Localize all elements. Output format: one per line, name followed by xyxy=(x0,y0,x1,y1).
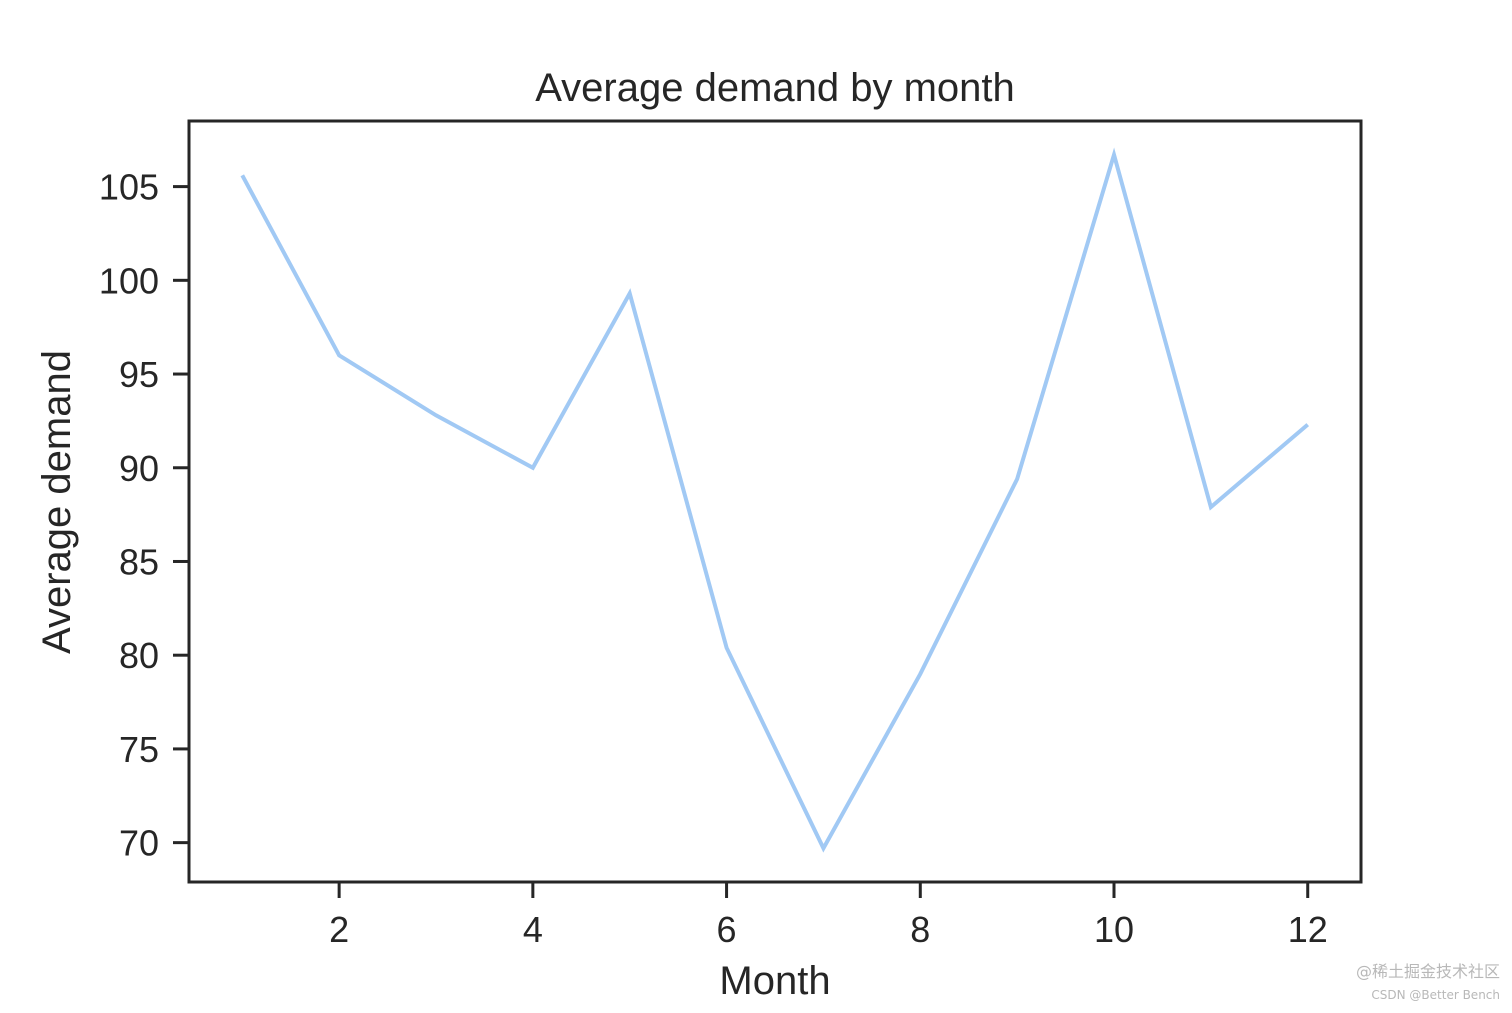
y-tick-label-85: 85 xyxy=(119,541,159,582)
data-point-month-2 xyxy=(337,353,341,357)
data-point-month-6 xyxy=(725,646,729,650)
y-tick-label-80: 80 xyxy=(119,635,159,676)
x-tick-label-8: 8 xyxy=(910,909,930,950)
data-point-month-11 xyxy=(1209,505,1213,509)
plot-frame xyxy=(187,119,1363,884)
y-tick-label-90: 90 xyxy=(119,448,159,489)
y-tick-label-105: 105 xyxy=(99,167,159,208)
watermark-author: CSDN @Better Bench xyxy=(1371,988,1500,1002)
data-point-month-9 xyxy=(1015,477,1019,481)
data-point-month-1 xyxy=(240,173,244,177)
x-tick-label-2: 2 xyxy=(329,909,349,950)
data-point-month-12 xyxy=(1306,423,1310,427)
x-tick-label-12: 12 xyxy=(1288,909,1328,950)
x-tick-label-10: 10 xyxy=(1094,909,1134,950)
y-tick-label-95: 95 xyxy=(119,354,159,395)
y-tick-label-75: 75 xyxy=(119,729,159,770)
x-tick-label-6: 6 xyxy=(717,909,737,950)
y-axis-label: Average demand xyxy=(35,350,79,654)
y-tick-label-100: 100 xyxy=(99,260,159,301)
data-point-month-4 xyxy=(531,466,535,470)
data-point-month-3 xyxy=(434,413,438,417)
chart-title: Average demand by month xyxy=(535,66,1015,110)
x-axis-label: Month xyxy=(719,959,830,1003)
data-point-month-8 xyxy=(918,672,922,676)
y-tick-label-70: 70 xyxy=(119,823,159,864)
x-tick-label-4: 4 xyxy=(523,909,543,950)
data-point-month-10 xyxy=(1112,153,1116,157)
data-point-month-5 xyxy=(628,291,632,295)
watermark-community: @稀土掘金技术社区 xyxy=(1355,962,1500,981)
series-line-1 xyxy=(240,147,1310,853)
data-point-month-7 xyxy=(821,846,825,850)
